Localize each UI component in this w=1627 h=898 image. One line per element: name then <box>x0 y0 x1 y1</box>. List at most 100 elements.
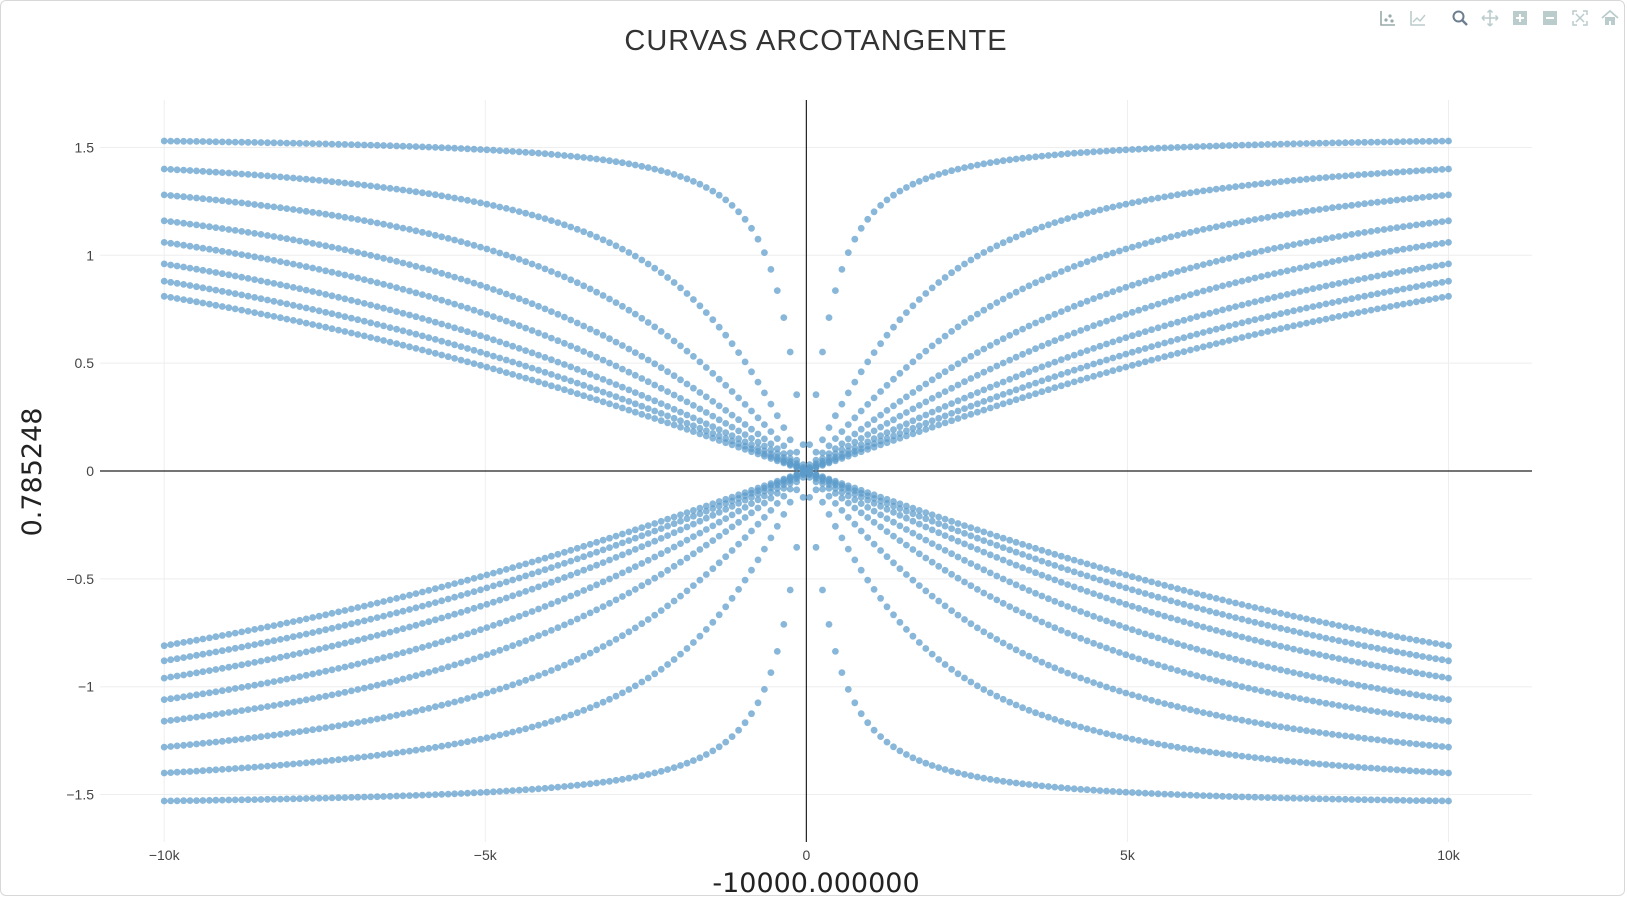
scatter-point[interactable] <box>1148 275 1155 283</box>
scatter-point[interactable] <box>651 527 659 535</box>
scatter-point[interactable] <box>322 210 329 218</box>
scatter-point[interactable] <box>780 621 788 628</box>
scatter-point[interactable] <box>644 164 652 172</box>
scatter-point[interactable] <box>425 600 433 608</box>
scatter-point[interactable] <box>277 139 284 147</box>
scatter-point[interactable] <box>1161 595 1168 603</box>
scatter-point[interactable] <box>244 275 252 282</box>
scatter-point[interactable] <box>515 562 523 570</box>
scatter-point[interactable] <box>1245 332 1252 340</box>
scatter-point[interactable] <box>1329 281 1336 289</box>
scatter-point[interactable] <box>199 739 207 747</box>
scatter-point[interactable] <box>193 797 200 804</box>
scatter-point[interactable] <box>967 620 975 628</box>
scatter-point[interactable] <box>335 326 342 334</box>
scatter-point[interactable] <box>1399 285 1407 293</box>
scatter-point[interactable] <box>573 345 581 353</box>
scatter-point[interactable] <box>651 537 659 545</box>
scatter-point[interactable] <box>238 273 246 281</box>
scatter-point[interactable] <box>599 643 607 650</box>
scatter-point[interactable] <box>696 529 704 537</box>
scatter-point[interactable] <box>257 254 265 262</box>
scatter-point[interactable] <box>483 245 491 253</box>
scatter-point[interactable] <box>419 291 426 298</box>
scatter-point[interactable] <box>1135 360 1143 367</box>
scatter-point[interactable] <box>1290 209 1297 217</box>
scatter-point[interactable] <box>767 480 775 487</box>
scatter-point[interactable] <box>612 402 620 410</box>
scatter-point[interactable] <box>1116 687 1123 695</box>
scatter-point[interactable] <box>1303 238 1310 246</box>
scatter-point[interactable] <box>677 526 684 534</box>
scatter-point[interactable] <box>1128 653 1136 661</box>
scatter-point[interactable] <box>890 508 897 516</box>
scatter-point[interactable] <box>761 249 768 256</box>
scatter-point[interactable] <box>1174 318 1181 326</box>
scatter-point[interactable] <box>1412 265 1420 273</box>
scatter-point[interactable] <box>1199 709 1207 716</box>
scatter-point[interactable] <box>1032 225 1039 233</box>
scatter-point[interactable] <box>1277 756 1285 764</box>
scatter-point[interactable] <box>1387 664 1394 672</box>
scatter-point[interactable] <box>548 334 555 342</box>
scatter-point[interactable] <box>373 219 381 227</box>
scatter-point[interactable] <box>483 624 491 631</box>
scatter-point[interactable] <box>1225 280 1233 288</box>
scatter-point[interactable] <box>877 432 884 440</box>
scatter-point[interactable] <box>619 365 626 373</box>
scatter-point[interactable] <box>1180 586 1188 594</box>
scatter-point[interactable] <box>586 285 594 293</box>
scatter-point[interactable] <box>1258 273 1265 280</box>
scatter-point[interactable] <box>1361 764 1368 771</box>
scatter-point[interactable] <box>419 602 426 610</box>
scatter-point[interactable] <box>677 417 684 425</box>
scatter-point[interactable] <box>270 731 278 739</box>
scatter-point[interactable] <box>1406 266 1414 274</box>
scatter-point[interactable] <box>444 595 452 603</box>
compare-hover-icon[interactable] <box>1375 6 1401 30</box>
scatter-point[interactable] <box>735 427 742 435</box>
scatter-point[interactable] <box>1167 269 1175 277</box>
scatter-point[interactable] <box>464 277 471 285</box>
scatter-point[interactable] <box>670 562 678 570</box>
scatter-point[interactable] <box>1038 782 1046 790</box>
scatter-point[interactable] <box>1167 597 1175 605</box>
scatter-point[interactable] <box>1374 305 1381 313</box>
scatter-point[interactable] <box>851 484 859 492</box>
scatter-point[interactable] <box>470 575 478 582</box>
scatter-point[interactable] <box>367 251 375 259</box>
scatter-point[interactable] <box>954 381 962 389</box>
scatter-point[interactable] <box>1212 223 1220 231</box>
scatter-point[interactable] <box>367 716 375 724</box>
scatter-point[interactable] <box>1012 155 1020 163</box>
scatter-point[interactable] <box>477 243 484 251</box>
scatter-point[interactable] <box>464 576 471 584</box>
scatter-point[interactable] <box>825 621 833 628</box>
scatter-point[interactable] <box>1019 325 1026 333</box>
scatter-point[interactable] <box>541 354 549 361</box>
scatter-point[interactable] <box>993 338 1001 346</box>
scatter-point[interactable] <box>1128 626 1136 634</box>
scatter-point[interactable] <box>980 368 988 376</box>
scatter-point[interactable] <box>1064 554 1072 562</box>
scatter-point[interactable] <box>1380 646 1388 653</box>
scatter-point[interactable] <box>864 431 872 438</box>
scatter-point[interactable] <box>870 435 878 443</box>
scatter-point[interactable] <box>651 165 659 173</box>
scatter-point[interactable] <box>1335 655 1343 662</box>
scatter-point[interactable] <box>1070 329 1078 337</box>
scatter-point[interactable] <box>554 151 562 159</box>
scatter-point[interactable] <box>270 655 278 662</box>
scatter-point[interactable] <box>974 773 981 781</box>
scatter-point[interactable] <box>1225 793 1233 800</box>
scatter-point[interactable] <box>380 612 387 620</box>
scatter-point[interactable] <box>696 546 704 553</box>
scatter-point[interactable] <box>541 720 549 727</box>
scatter-point[interactable] <box>1161 612 1168 620</box>
scatter-point[interactable] <box>877 202 884 209</box>
scatter-point[interactable] <box>496 288 504 296</box>
scatter-point[interactable] <box>528 785 536 793</box>
scatter-point[interactable] <box>967 532 975 540</box>
scatter-point[interactable] <box>573 319 581 327</box>
scatter-point[interactable] <box>354 636 362 644</box>
